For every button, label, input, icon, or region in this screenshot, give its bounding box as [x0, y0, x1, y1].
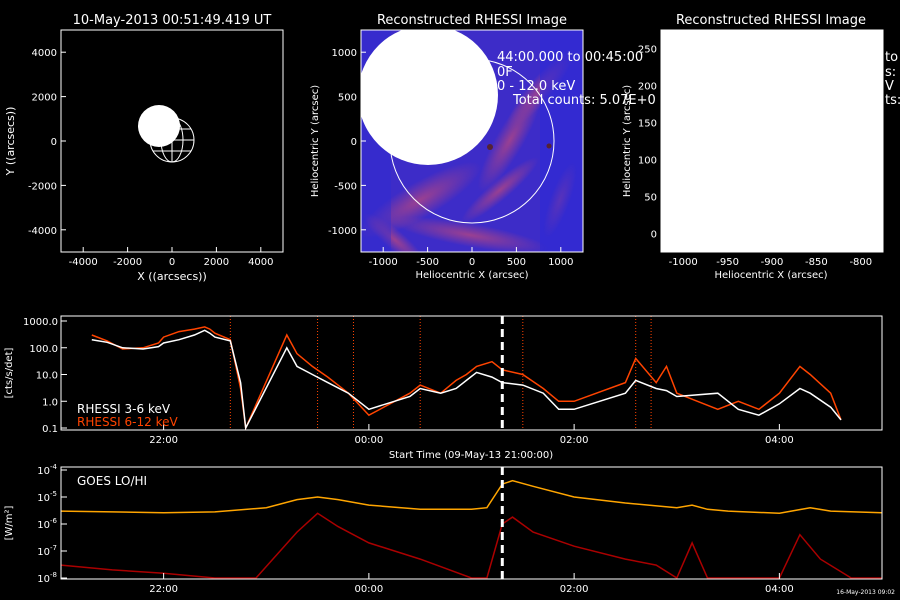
series-goes-lo: [60, 479, 883, 515]
svg-text:0F: 0F: [497, 65, 513, 80]
panel-sun: 10-May-2013 00:51:49.419 UT -4000 -2000 0 2…: [4, 13, 284, 283]
panel-sun-ylabel: Y ((arcsecs)): [4, 107, 17, 177]
goes-ylabel: [W/m²]: [4, 505, 15, 540]
sun-disk: [138, 105, 180, 147]
y-tick-label: 100: [638, 156, 657, 167]
svg-text:V: V: [885, 79, 894, 94]
svg-text:0 - 12.0 keV: 0 - 12.0 keV: [497, 79, 575, 94]
rhessi2-edge-text: to s: V ts:: [885, 50, 900, 108]
goes-y-tick-label: 10-5: [37, 490, 57, 504]
y-tick-label: 4000: [32, 48, 57, 59]
x-tick-label: -1000: [669, 257, 698, 268]
goes-y-tick-label: 10-4: [37, 463, 57, 477]
x-tick-label: -500: [416, 257, 439, 268]
panel-rhessi2-image: [660, 29, 884, 253]
panel-sun-xlabel: X ((arcsecs)): [137, 270, 207, 283]
y-tick-label: 200: [638, 82, 657, 93]
panel-rhessi2-title: Reconstructed RHESSI Image: [676, 13, 866, 28]
svg-text:44:00.000 to 00:45:00: 44:00.000 to 00:45:00: [497, 50, 643, 65]
panel-rhessi2: Reconstructed RHESSI Image to s: V ts: -…: [622, 13, 900, 281]
y-tick-label: 1000: [332, 48, 357, 59]
panel-goes: 10-4 10-5 10-6 10-7 10-8 22:00 00:00 02:00 04:0…: [4, 463, 895, 596]
goes-x-tick-label: 22:00: [149, 584, 178, 595]
y-tick-label: 2000: [32, 93, 57, 104]
lightcurve-legend-6-12: RHESSI 6-12 keV: [77, 415, 178, 429]
y-tick-label: 500: [338, 93, 357, 104]
svg-text:to: to: [885, 50, 898, 65]
goes-x-tick-label: 02:00: [560, 584, 589, 595]
x-tick-label: 0: [169, 257, 175, 268]
lightcurve-xlabel: Start Time (09-May-13 21:00:00): [389, 450, 553, 461]
panel-rhessi2-xlabel: Heliocentric X (arcsec): [714, 270, 827, 281]
svg-text:s:: s:: [885, 65, 896, 80]
series-goes-hi: [60, 512, 882, 580]
series-rhessi-6-12: [91, 326, 842, 431]
goes-x-tick-label: 04:00: [765, 584, 794, 595]
series-rhessi-3-6: [91, 329, 842, 431]
y-tick-label: 0: [351, 137, 357, 148]
y-tick-label: -1000: [328, 226, 357, 237]
panel-rhessi1-ylabel: Heliocentric Y (arcsec): [310, 85, 321, 197]
goes-stamp: 16-May-2013 09:02: [836, 589, 895, 596]
panel-rhessi2-ylabel: Heliocentric Y (arcsec): [622, 85, 633, 197]
lightcurve-y-tick-label: 10.0: [36, 371, 58, 382]
x-tick-label: -850: [805, 257, 828, 268]
y-tick-label: -2000: [28, 181, 57, 192]
lightcurve-y-tick-label: 0.1: [42, 424, 58, 435]
x-tick-label: -1000: [369, 257, 398, 268]
occulting-disk: [361, 30, 498, 165]
panel-rhessi1-title: Reconstructed RHESSI Image: [377, 13, 567, 28]
y-tick-label: 50: [644, 193, 657, 204]
lightcurve-x-tick-label: 00:00: [354, 435, 383, 446]
lightcurve-y-tick-label: 1000.0: [23, 317, 58, 328]
y-tick-label: 150: [638, 119, 657, 130]
lightcurve-ylabel: [cts/s/det]: [4, 348, 15, 399]
lightcurve-frame: [60, 315, 883, 431]
x-tick-label: -4000: [69, 257, 98, 268]
x-tick-label: 2000: [204, 257, 229, 268]
goes-frame: [60, 466, 883, 580]
x-tick-label: -950: [716, 257, 739, 268]
svg-text:ts:: ts:: [885, 93, 900, 108]
lightcurve-y-tick-label: 100.0: [29, 344, 58, 355]
lightcurve-legend-3-6: RHESSI 3-6 keV: [77, 402, 171, 416]
x-tick-label: -800: [849, 257, 872, 268]
goes-y-tick-label: 10-7: [37, 544, 57, 558]
x-tick-label: -2000: [113, 257, 142, 268]
x-tick-label: 1000: [548, 257, 573, 268]
lightcurve-x-tick-label: 22:00: [149, 435, 178, 446]
lightcurve-x-tick-label: 04:00: [765, 435, 794, 446]
goes-y-tick-label: 10-8: [37, 571, 57, 585]
y-tick-label: 0: [51, 137, 57, 148]
x-tick-label: 0: [469, 257, 475, 268]
goes-y-tick-label: 10-6: [37, 517, 57, 531]
rhessi-overlay-text: 44:00.000 to 00:45:00 0F 0 - 12.0 keV To…: [497, 50, 656, 108]
panel-rhessi1: Reconstructed RHESSI Image 44:00.000 to …: [310, 13, 656, 281]
lightcurve-x-tick-label: 02:00: [560, 435, 589, 446]
y-tick-label: -4000: [28, 226, 57, 237]
svg-text:Total counts: 5.07E+0: Total counts: 5.07E+0: [512, 93, 656, 108]
goes-x-tick-label: 00:00: [354, 584, 383, 595]
panel-lightcurve: 1000.0 100.0 10.0 1.0 0.1 22:00 00:00 02:00 04:…: [4, 315, 883, 461]
y-tick-label: 0: [651, 230, 657, 241]
x-tick-label: -900: [761, 257, 784, 268]
x-tick-label: 4000: [248, 257, 273, 268]
goes-legend: GOES LO/HI: [77, 474, 147, 488]
rhessi-texture: [361, 30, 583, 252]
panel-sun-title: 10-May-2013 00:51:49.419 UT: [73, 13, 272, 28]
panel-rhessi1-xlabel: Heliocentric X (arcsec): [415, 270, 528, 281]
y-tick-label: 250: [638, 45, 657, 56]
lightcurve-y-tick-label: 1.0: [42, 397, 58, 408]
y-tick-label: -500: [334, 181, 357, 192]
x-tick-label: 500: [507, 257, 526, 268]
